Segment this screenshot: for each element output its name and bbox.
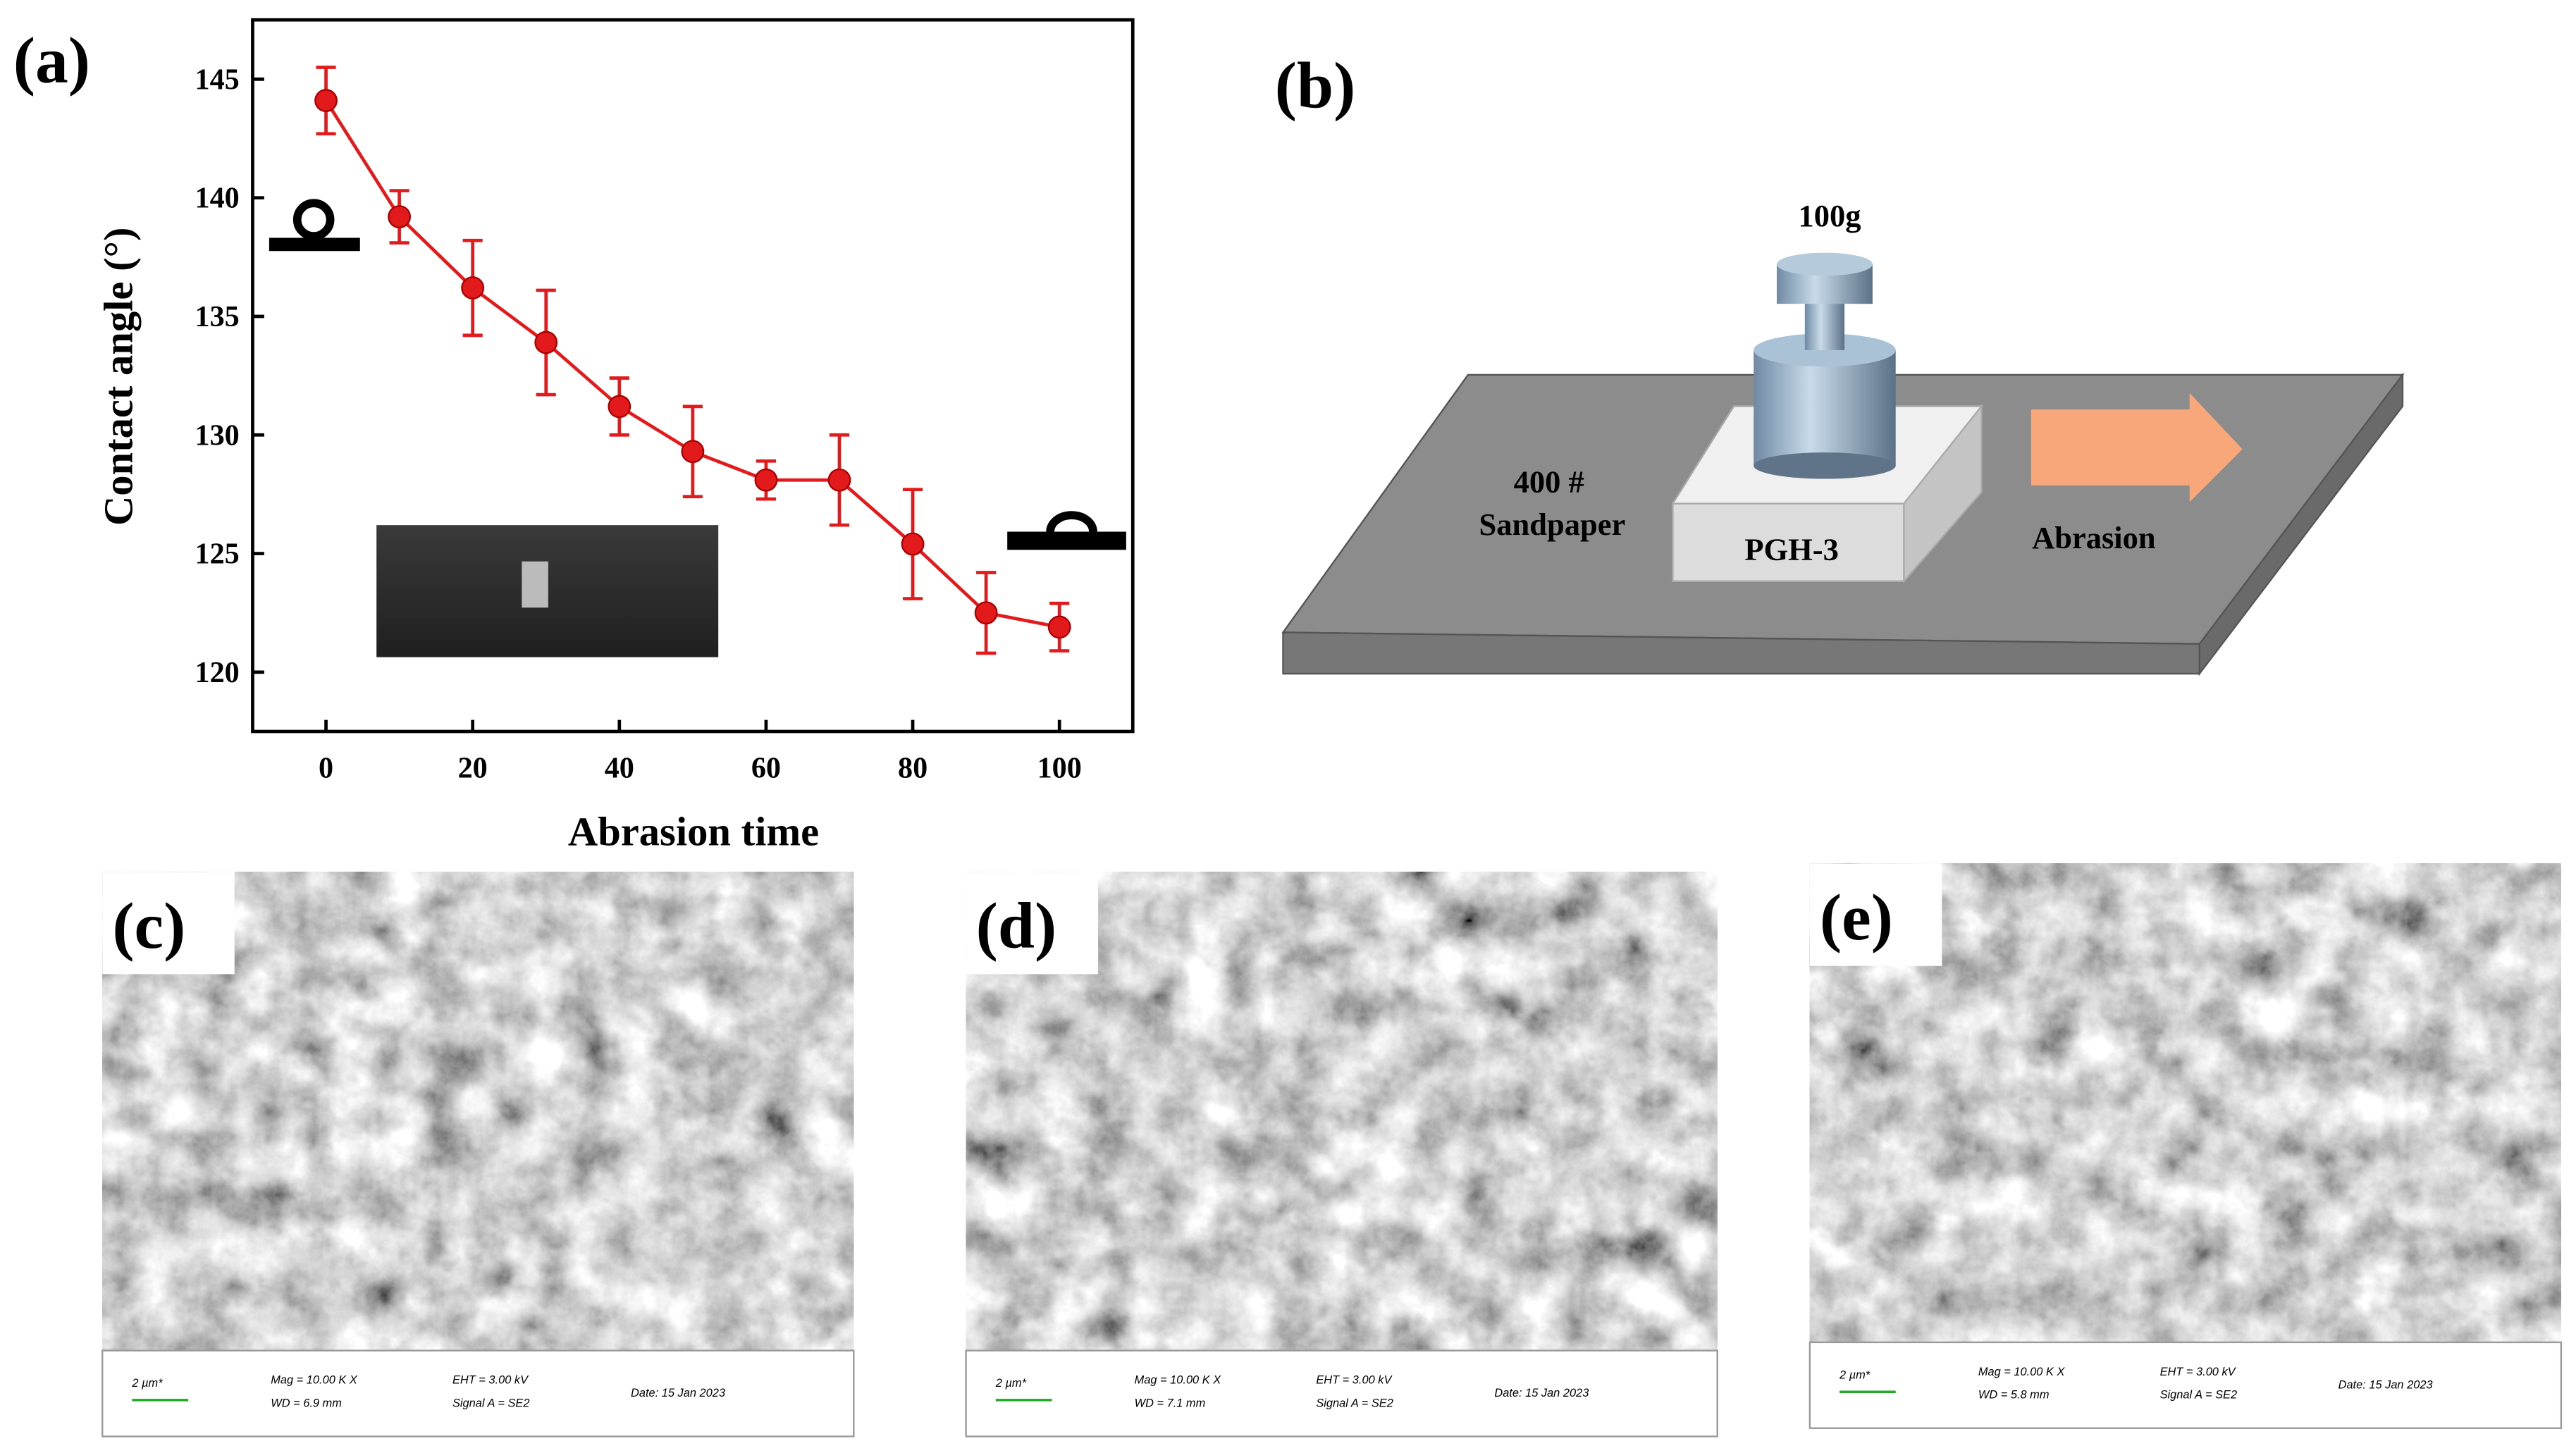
sandpaper-side bbox=[2198, 372, 2404, 676]
info-text: Mag = 10.00 K X bbox=[1978, 1366, 2066, 1378]
y-tick-label: 120 bbox=[195, 656, 239, 689]
point bbox=[534, 330, 558, 354]
info-text: Date: 15 Jan 2023 bbox=[631, 1387, 725, 1399]
droplet-icon bbox=[1007, 511, 1126, 550]
info-text: Date: 15 Jan 2023 bbox=[1494, 1387, 1589, 1399]
info-bar bbox=[965, 1349, 1718, 1437]
x-tick-label: 80 bbox=[898, 752, 928, 785]
point bbox=[754, 468, 778, 492]
info-text: WD = 5.8 mm bbox=[1978, 1389, 2050, 1402]
label-box bbox=[966, 872, 1099, 975]
point bbox=[608, 395, 631, 419]
scale-text: 2 µm* bbox=[131, 1377, 163, 1390]
panel-label: (c) bbox=[112, 889, 185, 963]
sample-side bbox=[1903, 404, 1983, 583]
x-tick-label: 100 bbox=[1037, 752, 1082, 785]
diagram-label: Sandpaper bbox=[1479, 507, 1625, 542]
info-text: Signal A = SE2 bbox=[452, 1397, 529, 1409]
x-axis-label: Abrasion time bbox=[568, 809, 819, 855]
point bbox=[681, 440, 705, 464]
sem-panel: (d) 2 µm* Mag = 10.00 K X WD = 7.1 mm EHT = … bbox=[965, 872, 1718, 1437]
info-bar bbox=[1808, 1341, 2563, 1429]
info-text: WD = 6.9 mm bbox=[271, 1397, 342, 1409]
info-text: WD = 7.1 mm bbox=[1135, 1397, 1206, 1409]
weight-base bbox=[1754, 452, 1896, 479]
point bbox=[974, 601, 998, 625]
y-tick-label: 130 bbox=[195, 419, 239, 452]
info-text: Signal A = SE2 bbox=[2160, 1389, 2238, 1402]
panel-label: (d) bbox=[976, 889, 1057, 963]
weight-neck bbox=[1804, 297, 1845, 350]
diagram-label: 100g bbox=[1798, 198, 1861, 233]
x-tick-label: 60 bbox=[751, 752, 781, 785]
point bbox=[901, 532, 925, 556]
y-tick-label: 135 bbox=[195, 300, 239, 333]
x-tick-label: 0 bbox=[319, 752, 333, 785]
x-tick-label: 20 bbox=[458, 752, 488, 785]
info-text: Mag = 10.00 K X bbox=[1135, 1373, 1222, 1386]
arrow bbox=[2030, 392, 2243, 502]
info-text: EHT = 3.00 kV bbox=[452, 1373, 529, 1386]
diagram-label: 400 # bbox=[1514, 464, 1584, 499]
info-text: Mag = 10.00 K X bbox=[271, 1373, 358, 1386]
inset-weight bbox=[522, 561, 548, 608]
point bbox=[461, 276, 485, 299]
label-box bbox=[1809, 863, 1942, 966]
point bbox=[314, 89, 338, 113]
sem-panel: (c) 2 µm* Mag = 10.00 K X WD = 6.9 mm EHT = … bbox=[101, 872, 855, 1437]
point bbox=[827, 468, 851, 492]
label-box bbox=[102, 872, 235, 975]
weight-cap-top bbox=[1777, 252, 1873, 276]
info-text: Signal A = SE2 bbox=[1316, 1397, 1393, 1409]
diagram-label: Abrasion bbox=[2032, 520, 2156, 555]
y-tick-label: 125 bbox=[195, 538, 239, 571]
point bbox=[388, 205, 412, 228]
point bbox=[1047, 615, 1071, 639]
y-tick-label: 140 bbox=[195, 182, 239, 215]
sem-panel: (e) 2 µm* Mag = 10.00 K X WD = 5.8 mm EHT = … bbox=[1808, 863, 2563, 1429]
info-text: EHT = 3.00 kV bbox=[1316, 1373, 1393, 1386]
y-tick-label: 145 bbox=[195, 63, 239, 96]
diagram bbox=[1281, 252, 2405, 676]
panel-label: (e) bbox=[1820, 881, 1893, 954]
x-tick-label: 40 bbox=[605, 752, 634, 785]
info-bar bbox=[101, 1349, 855, 1437]
y-axis-label: Contact angle (°) bbox=[95, 228, 141, 526]
panel-label: (b) bbox=[1275, 49, 1356, 122]
diagram-label: PGH-3 bbox=[1744, 531, 1838, 567]
weight-body bbox=[1754, 350, 1896, 466]
droplet-icon bbox=[269, 199, 360, 252]
scale-text: 2 µm* bbox=[1839, 1368, 1871, 1381]
panel-label: (a) bbox=[13, 24, 90, 97]
scale-text: 2 µm* bbox=[995, 1377, 1027, 1390]
info-text: Date: 15 Jan 2023 bbox=[2338, 1379, 2433, 1392]
plot-frame bbox=[251, 18, 1135, 734]
info-text: EHT = 3.00 kV bbox=[2160, 1366, 2237, 1378]
